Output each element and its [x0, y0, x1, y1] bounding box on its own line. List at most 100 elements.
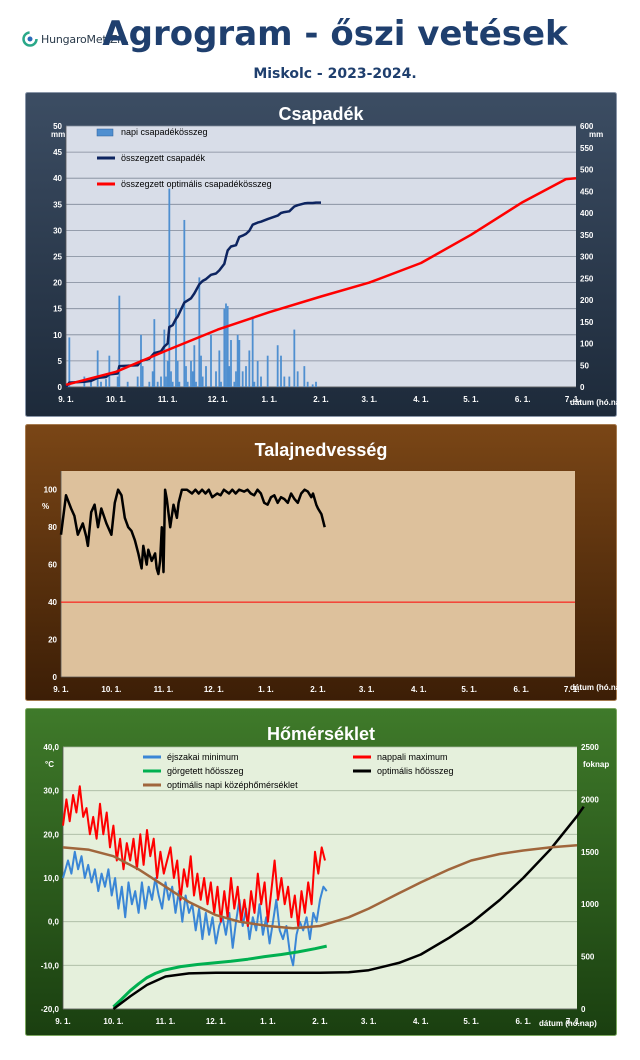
x-tick-label: 1. 1.: [260, 1017, 276, 1026]
y-tick-label-left: -10,0: [41, 961, 60, 970]
x-tick-label: 4. 1.: [411, 685, 427, 694]
bar: [220, 381, 222, 387]
bar: [176, 360, 179, 387]
y-tick-label-left: 60: [48, 561, 57, 570]
x-tick-label: 10. 1.: [103, 1017, 123, 1026]
bar: [151, 371, 154, 387]
soil-moisture-chart: Talajnedvesség 0 20 40 60 80 100 9. 1. 10. 1. 1…: [25, 424, 617, 701]
bar: [230, 340, 232, 387]
y-tick-label-left: 80: [48, 523, 57, 532]
x-tick-label: 3. 1.: [359, 685, 375, 694]
bar: [205, 366, 207, 387]
legend-label: összegzett csapadék: [121, 153, 206, 163]
y-tick-label-left: 15: [53, 305, 62, 314]
y-tick-label-right: 2500: [581, 743, 599, 752]
x-tick-label: 12. 1.: [206, 1017, 226, 1026]
x-tick-label: 2. 1.: [310, 685, 326, 694]
bar: [166, 360, 169, 387]
precipitation-x-unit: dátum (hó.nap): [570, 398, 617, 407]
bar: [238, 340, 241, 387]
y-tick-label-left: 0: [58, 383, 63, 392]
y-tick-label-left: 20: [53, 279, 62, 288]
bar: [185, 366, 187, 387]
y-tick-label-right: 500: [580, 166, 594, 175]
bar: [90, 379, 92, 387]
x-tick-label: 3. 1.: [361, 1017, 377, 1026]
legend-label: optimális hőösszeg: [377, 766, 454, 776]
bar: [190, 360, 192, 387]
bar: [256, 360, 259, 387]
soil-moisture-x-unit: dátum (hó.nap): [570, 683, 617, 692]
logo-icon: [22, 31, 38, 47]
bar: [148, 381, 151, 387]
x-tick-label: 10. 1.: [101, 685, 121, 694]
precipitation-chart-title: Csapadék: [278, 104, 364, 124]
page-title: Agrogram - őszi vetések: [102, 14, 568, 54]
y-tick-label-right: 50: [580, 361, 589, 370]
series-line: [112, 805, 585, 1010]
bar: [171, 381, 174, 387]
series-line: [62, 844, 578, 930]
bar: [280, 355, 282, 387]
series-line: [62, 850, 328, 967]
x-tick-label: 11. 1.: [156, 1017, 176, 1026]
bar: [236, 334, 239, 387]
legend-label: összegzett optimális csapadékösszeg: [121, 179, 272, 189]
y-tick-label-left: 20: [48, 636, 57, 645]
bar: [160, 376, 162, 387]
y-tick-label-left: 35: [53, 200, 62, 209]
x-tick-label: 6. 1.: [515, 395, 531, 404]
y-tick-label-right: 350: [580, 231, 594, 240]
y-tick-label-right: 300: [580, 253, 594, 262]
x-tick-label: 7. 1.: [565, 395, 581, 404]
logo-text: HungaroMet Zrt.: [41, 32, 129, 46]
x-tick-label: 11. 1.: [158, 395, 178, 404]
series-line: [112, 944, 328, 1008]
bar: [178, 381, 181, 387]
bar: [105, 379, 107, 387]
bar: [100, 381, 102, 387]
legend-swatch: [96, 128, 114, 137]
bar: [251, 316, 254, 387]
temperature-right-unit: foknap: [583, 760, 609, 769]
bar: [288, 376, 291, 387]
bar: [276, 345, 279, 387]
y-tick-label-right: 550: [580, 144, 594, 153]
y-tick-label-left: 30: [53, 226, 62, 235]
legend-label: napi csapadékösszeg: [121, 127, 208, 137]
y-tick-label-right: 500: [581, 953, 595, 962]
y-tick-label-left: 0: [53, 673, 58, 682]
bar: [170, 371, 172, 387]
legend-label: görgetett hőösszeg: [167, 766, 244, 776]
legend-label: nappali maximum: [377, 752, 448, 762]
series-line: [62, 785, 326, 927]
x-tick-label: 6. 1.: [513, 685, 529, 694]
bar: [315, 381, 317, 387]
bar: [311, 384, 314, 387]
bar: [201, 376, 204, 387]
y-tick-label-right: 1000: [581, 900, 599, 909]
y-tick-label-left: 40: [53, 174, 62, 183]
series-line: [65, 176, 577, 387]
bar: [198, 277, 201, 387]
bar: [68, 337, 71, 387]
x-tick-label: 7. 1.: [564, 685, 580, 694]
y-tick-label-right: 200: [580, 296, 594, 305]
x-tick-label: 11. 1.: [154, 685, 174, 694]
y-tick-label-right: 0: [581, 1005, 586, 1014]
series-line: [59, 488, 326, 576]
y-tick-label-left: 20,0: [43, 830, 59, 839]
x-tick-label: 9. 1.: [55, 1017, 71, 1026]
bar: [136, 376, 139, 387]
precipitation-left-unit: mm: [51, 130, 65, 139]
y-tick-label-right: 150: [580, 318, 594, 327]
bar: [245, 366, 247, 387]
bar: [210, 334, 212, 387]
x-tick-label: 5. 1.: [463, 395, 479, 404]
bar: [108, 355, 111, 387]
bar: [226, 306, 229, 387]
bar: [283, 376, 286, 387]
legend-label: éjszakai minimum: [167, 752, 239, 762]
y-tick-label-left: 25: [53, 253, 62, 262]
legend-label: optimális napi középhőmérséklet: [167, 780, 298, 790]
